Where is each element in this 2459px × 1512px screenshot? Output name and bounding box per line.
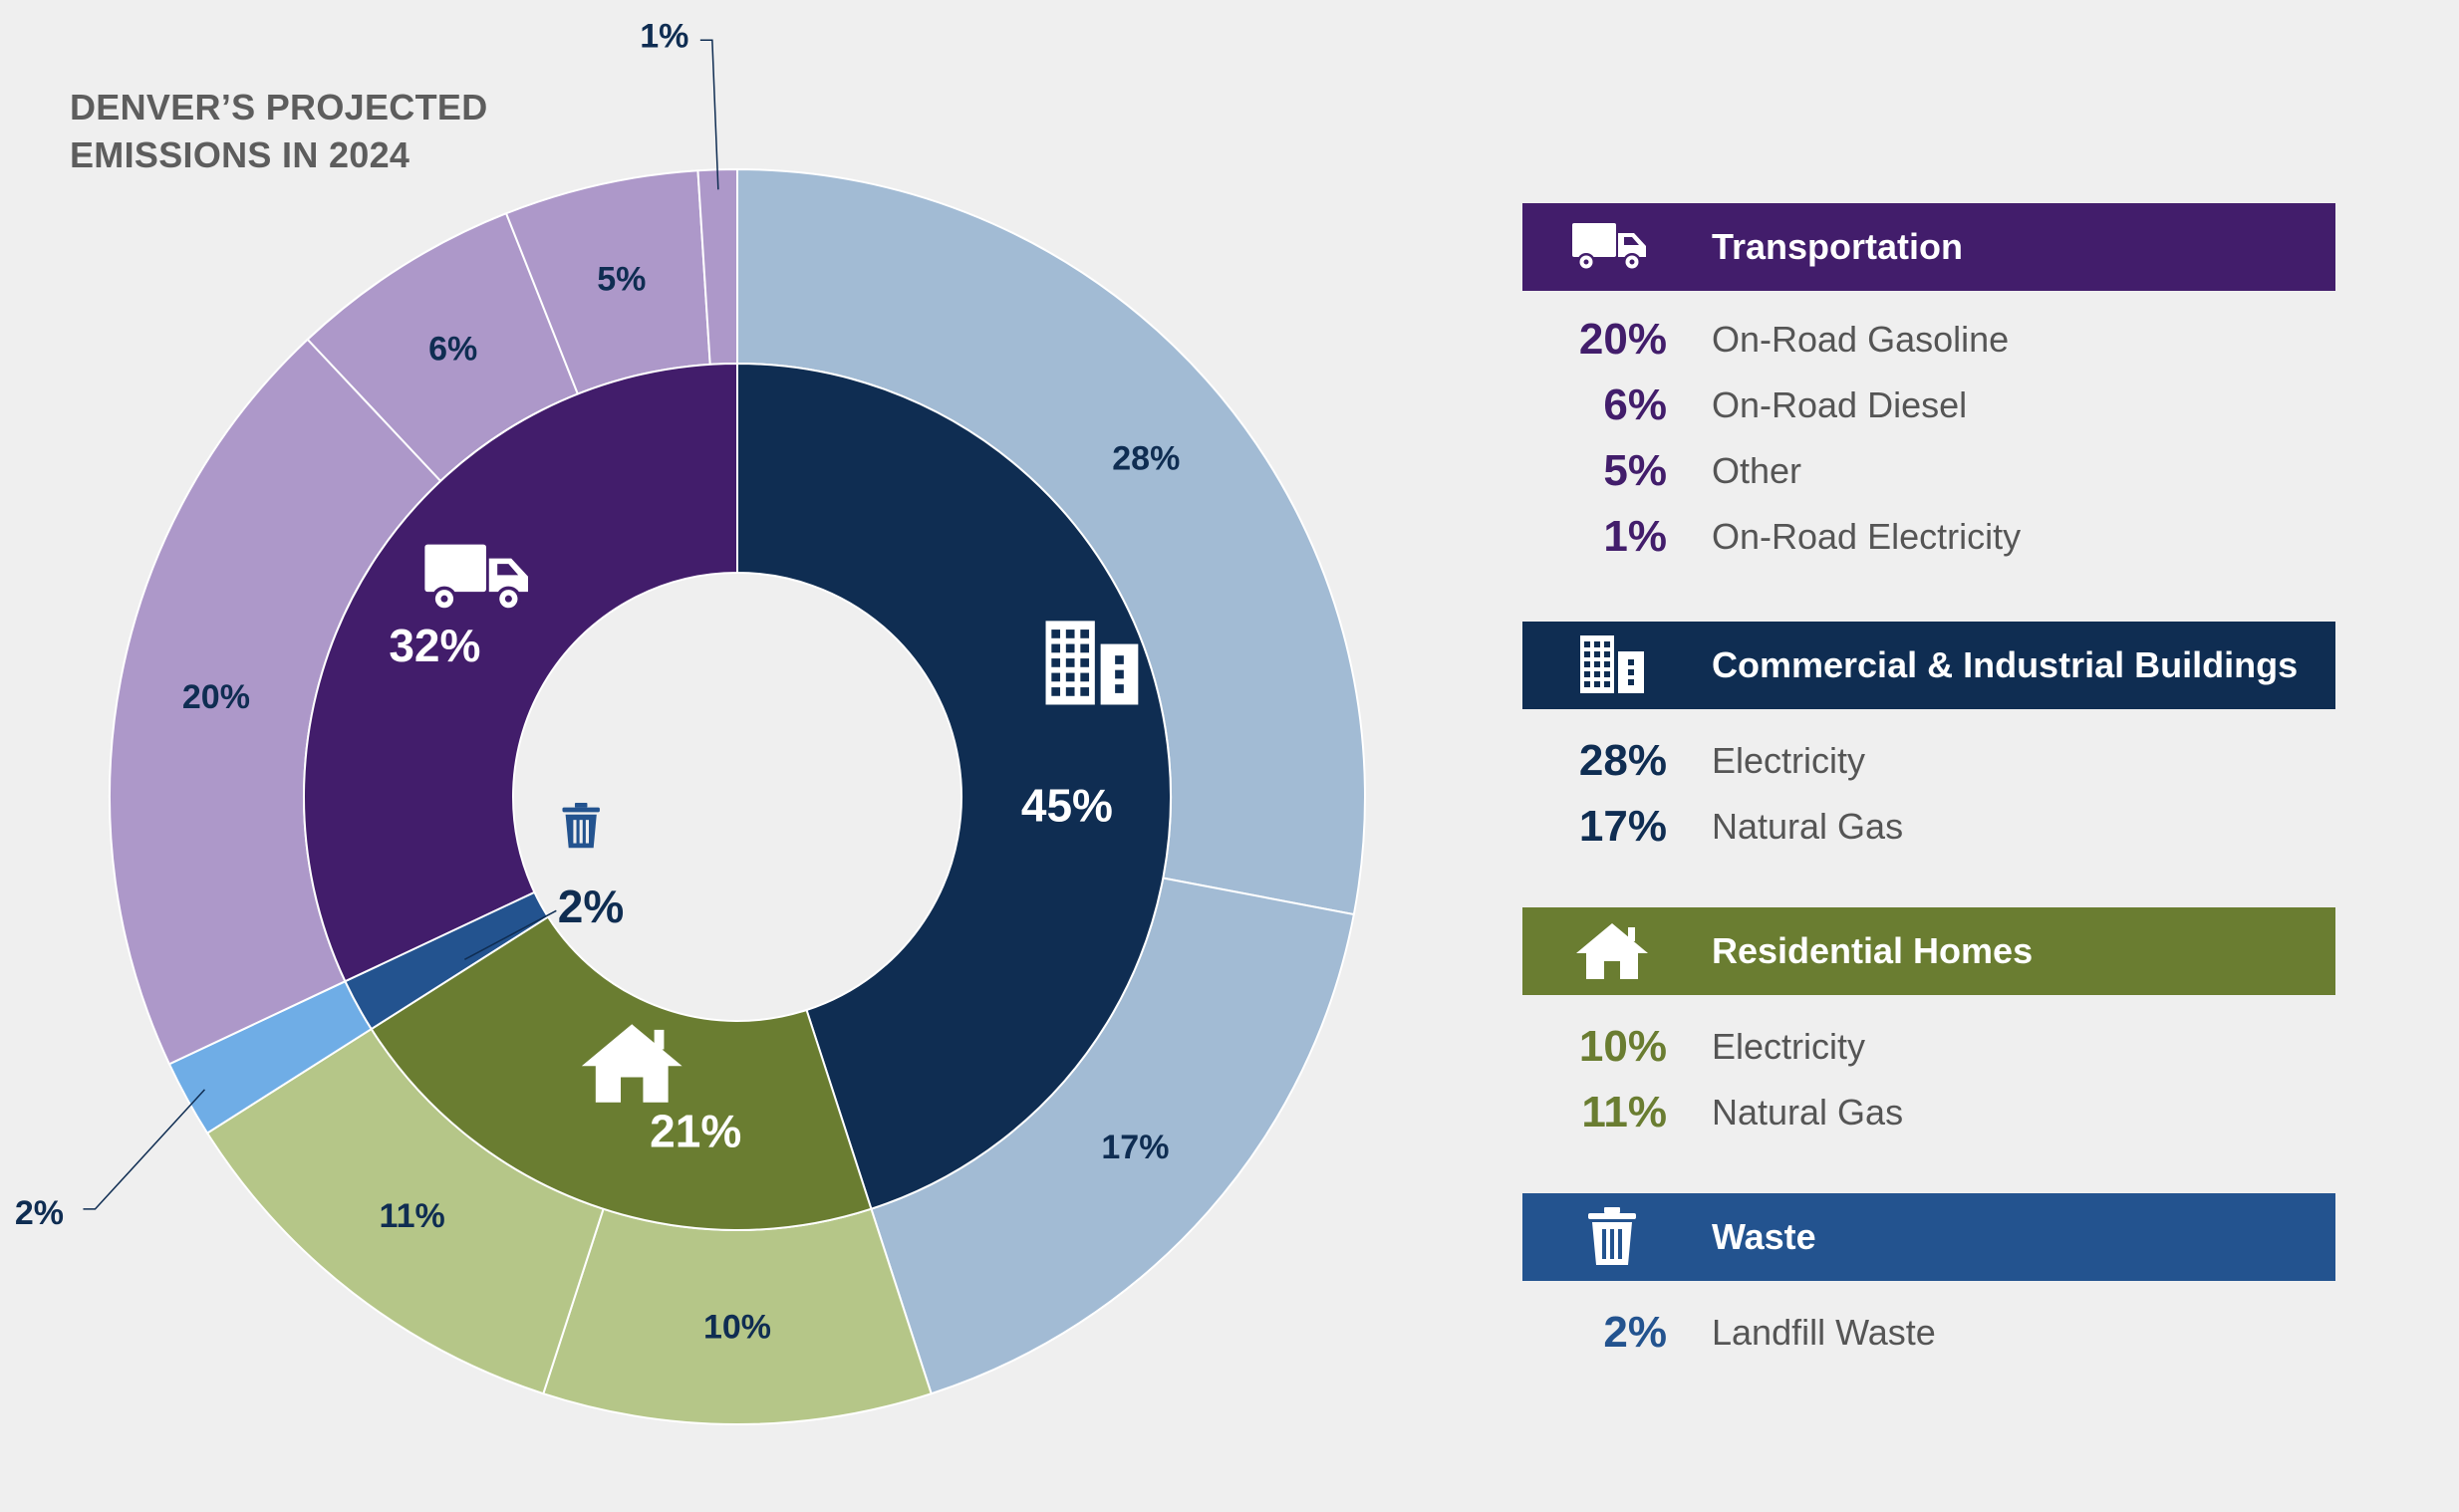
legend-row-label: On-Road Electricity [1712, 516, 2022, 557]
outer-slice-label: 10% [703, 1309, 771, 1347]
legend-row-percent: 5% [1603, 446, 1667, 495]
inner-slice-label: 2% [558, 881, 624, 932]
legend-group-transportation: Transportation 20% On-Road Gasoline 6% O… [1522, 203, 2335, 570]
legend-row-label: Natural Gas [1712, 806, 1904, 847]
outer-slice-label: 2% [15, 1194, 64, 1232]
legend-header-transportation: Transportation [1522, 203, 2335, 291]
legend-header-label: Transportation [1712, 226, 1964, 267]
legend-group-residential: Residential Homes 10% Electricity 11% Na… [1522, 907, 2335, 1145]
legend-row: 20% On-Road Gasoline [1522, 307, 2335, 373]
leader-line [463, 909, 557, 961]
truck-icon [424, 544, 528, 612]
legend-row-label: On-Road Gasoline [1712, 319, 2010, 360]
trash-icon [562, 803, 600, 849]
nested-donut-chart: 28% 17% 10% 11% 2% 20% 6% 5% 1% 45% 21% 2% 32% [15, 17, 1366, 1425]
legend-row-label: Landfill Waste [1712, 1312, 1936, 1353]
legend-header-label: Waste [1712, 1216, 1816, 1257]
inner-slice-label: 21% [650, 1105, 741, 1156]
outer-slice-label: 6% [428, 330, 477, 368]
trash-icon [1588, 1207, 1636, 1265]
legend-row-percent: 1% [1603, 512, 1667, 561]
legend-row-label: Other [1712, 450, 1802, 491]
leader-line [699, 39, 719, 190]
legend-row: 28% Electricity [1522, 728, 2335, 794]
legend-row-label: Electricity [1712, 740, 1866, 781]
legend-header-residential: Residential Homes [1522, 907, 2335, 995]
legend-header-label: Residential Homes [1712, 930, 2034, 971]
inner-slice-label: 45% [1021, 779, 1113, 831]
buildings-icon [1580, 635, 1644, 693]
inner-slice-label: 32% [389, 620, 480, 671]
chart-title: DENVER’S PROJECTED EMISSIONS IN 2024 [70, 87, 488, 175]
legend-row-percent: 28% [1578, 736, 1667, 785]
legend-row-label: Natural Gas [1712, 1092, 1904, 1133]
legend-row-percent: 6% [1603, 380, 1667, 429]
legend-group-waste: Waste 2% Landfill Waste [1522, 1193, 2335, 1366]
legend-row: 6% On-Road Diesel [1522, 373, 2335, 438]
legend-row-percent: 10% [1578, 1022, 1667, 1071]
legend-row-label: On-Road Diesel [1712, 384, 1968, 425]
legend-row-percent: 2% [1603, 1308, 1667, 1357]
legend-row-label: Electricity [1712, 1026, 1866, 1067]
outer-slice-label: 1% [640, 17, 688, 55]
legend-header-commercial: Commercial & Industrial Buildings [1522, 622, 2335, 709]
outer-slice-label: 11% [380, 1197, 445, 1235]
outer-slice-label: 28% [1112, 440, 1180, 478]
inner-slice-transportation [303, 362, 738, 983]
legend-header-waste: Waste [1522, 1193, 2335, 1281]
house-icon [581, 1024, 683, 1103]
outer-slice-label: 17% [1101, 1129, 1169, 1166]
legend-row-percent: 11% [1581, 1088, 1667, 1136]
buildings-icon [1045, 621, 1139, 705]
truck-icon [1572, 223, 1646, 271]
outer-slice-label: 20% [182, 678, 250, 716]
legend-row: 17% Natural Gas [1522, 794, 2335, 860]
legend-header-label: Commercial & Industrial Buildings [1712, 644, 2299, 685]
legend-row-percent: 20% [1578, 315, 1667, 364]
legend-group-commercial: Commercial & Industrial Buildings 28% El… [1522, 622, 2335, 860]
legend-row: 10% Electricity [1522, 1014, 2335, 1080]
leader-line [83, 1089, 206, 1210]
legend-row-percent: 17% [1578, 802, 1667, 851]
outer-slice-label: 5% [597, 260, 646, 298]
legend-row: 1% On-Road Electricity [1522, 504, 2335, 570]
house-icon [1576, 923, 1648, 979]
inner-slice-commercial-and-industrial-buildings [736, 362, 1172, 1210]
legend-row: 11% Natural Gas [1522, 1080, 2335, 1145]
legend-row: 5% Other [1522, 438, 2335, 504]
legend-row: 2% Landfill Waste [1522, 1300, 2335, 1366]
